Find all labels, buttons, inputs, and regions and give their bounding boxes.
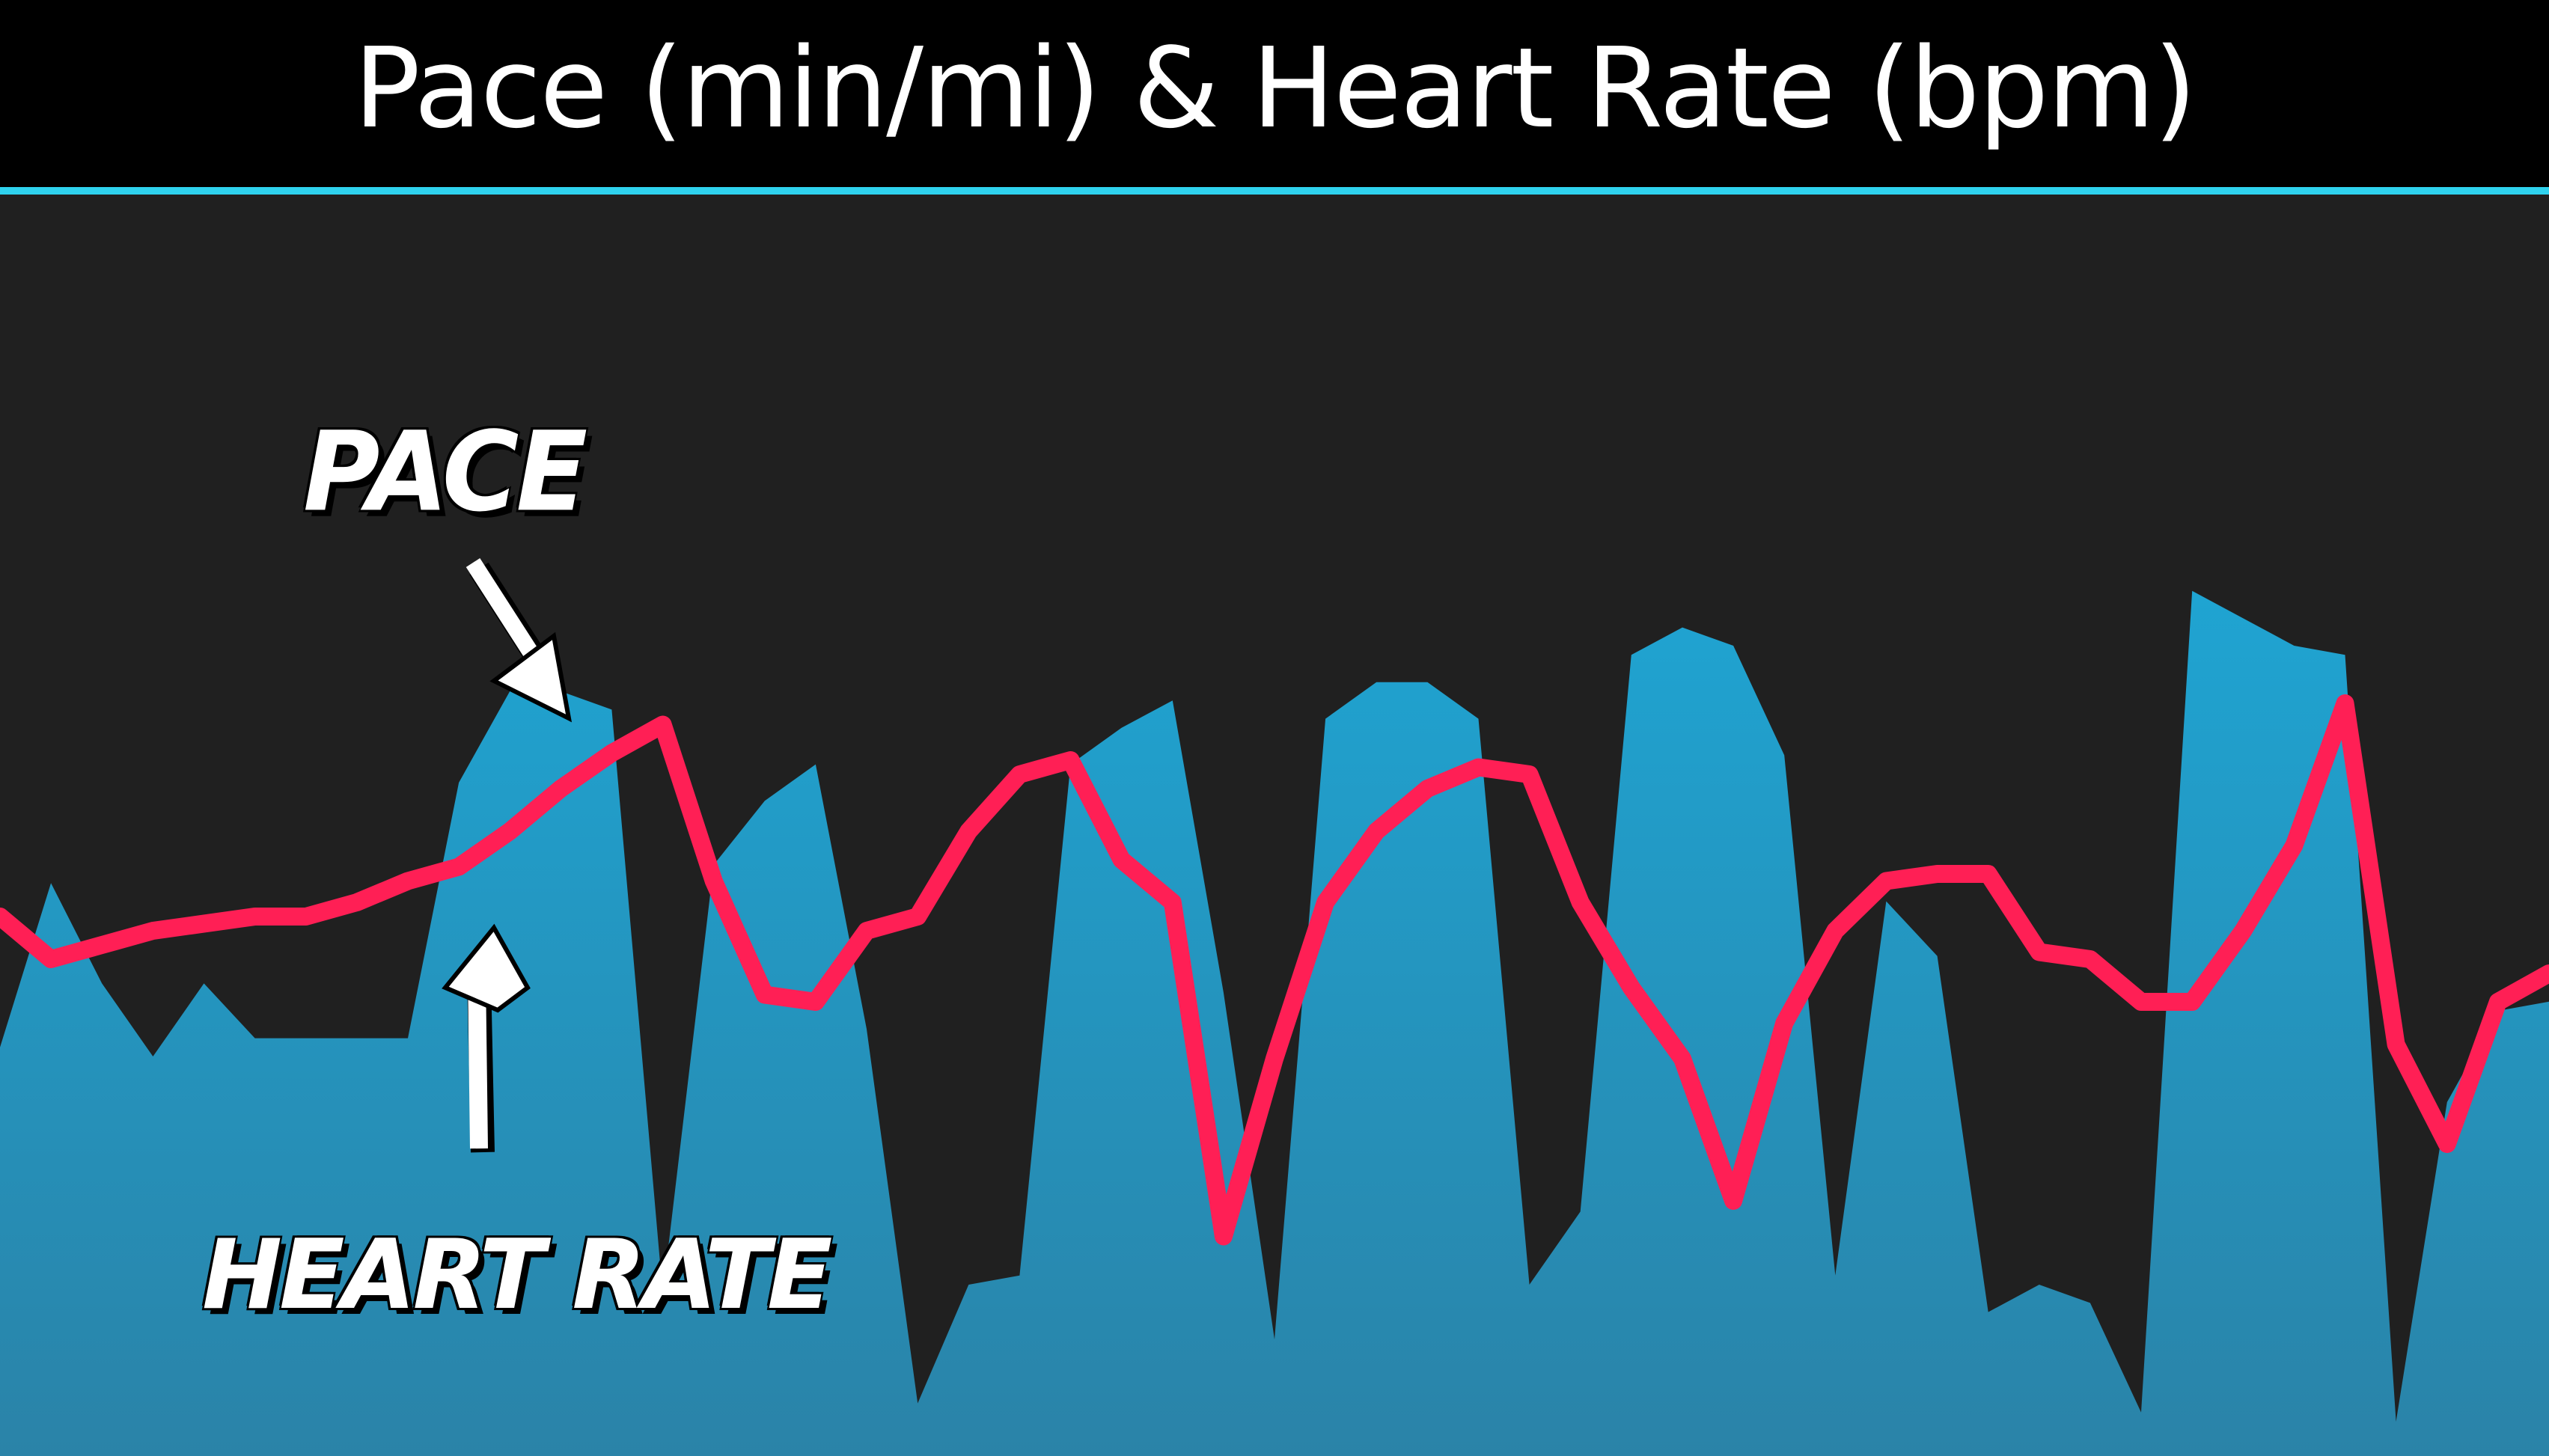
chart-header: Pace (min/mi) & Heart Rate (bpm) [0,0,2549,189]
header-accent-line [0,187,2549,195]
heart-rate-arrow [442,923,531,1153]
chart-svg [0,558,2549,1456]
pace-arrow [465,558,573,723]
pace-area-series [0,590,2549,1456]
heart-rate-annotation: HEART RATE [202,1220,832,1331]
chart-title: Pace (min/mi) & Heart Rate (bpm) [353,24,2197,153]
pace-annotation: PACE [303,408,587,537]
heart-rate-line-series [0,694,2549,1246]
plot-area: PACE HEART RATE [0,195,2549,1456]
